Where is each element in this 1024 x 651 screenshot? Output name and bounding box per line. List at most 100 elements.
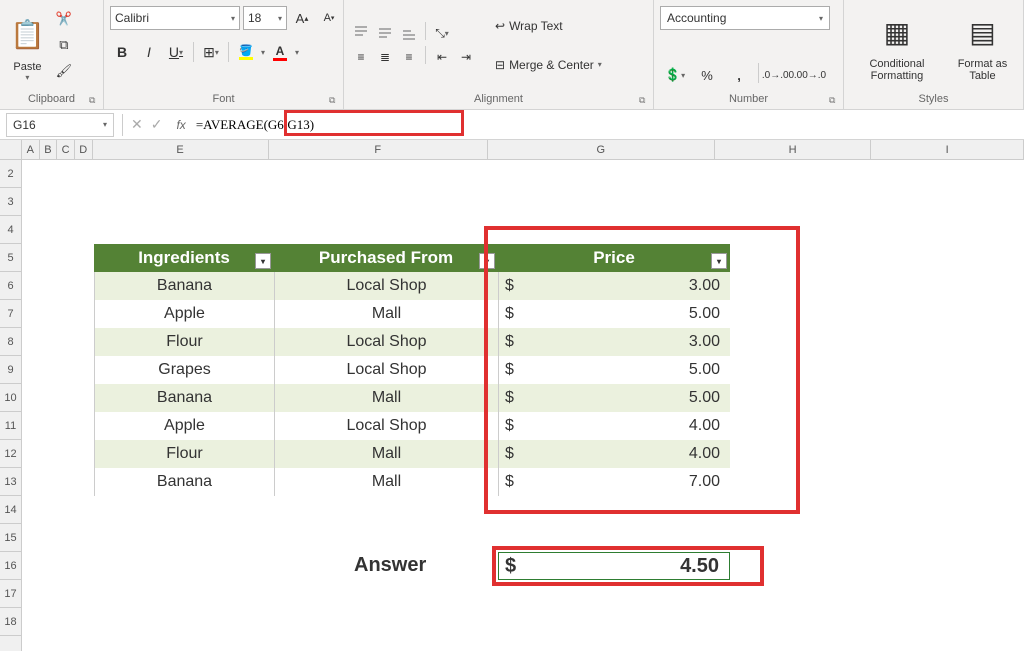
orientation-button[interactable]: ⤡▾ <box>431 22 453 44</box>
conditional-formatting-button[interactable]: ▦ Conditional Formatting <box>850 6 944 84</box>
decrease-indent-button[interactable]: ⇤ <box>431 46 453 68</box>
merge-center-button[interactable]: ⊟ Merge & Center ▾ <box>489 53 608 77</box>
column-header[interactable]: B <box>40 140 58 159</box>
table-row[interactable]: AppleMall$5.00 <box>94 300 730 328</box>
filter-button[interactable]: ▾ <box>479 253 495 269</box>
align-top-button[interactable] <box>350 22 372 44</box>
row-header[interactable]: 5 <box>0 244 21 272</box>
paste-button[interactable]: 📋 Paste ▾ <box>6 6 49 84</box>
enter-formula-button[interactable]: ✓ <box>151 116 163 133</box>
format-painter-button[interactable]: 🖌 <box>53 60 75 82</box>
font-name-select[interactable]: Calibri ▾ <box>110 6 240 30</box>
column-header[interactable]: A <box>22 140 40 159</box>
table-cell[interactable]: Mall <box>274 384 498 412</box>
column-header[interactable]: E <box>93 140 269 159</box>
row-header[interactable]: 13 <box>0 468 21 496</box>
table-row[interactable]: BananaMall$7.00 <box>94 468 730 496</box>
select-all-button[interactable] <box>0 140 22 160</box>
table-cell[interactable]: Banana <box>94 468 274 496</box>
cells-area[interactable]: Ingredients▾Purchased From▾Price▾BananaL… <box>22 160 1024 651</box>
font-size-select[interactable]: 18 ▾ <box>243 6 287 30</box>
clipboard-dialog-launcher[interactable]: ⧉ <box>89 95 101 107</box>
table-row[interactable]: BananaLocal Shop$3.00 <box>94 272 730 300</box>
table-cell[interactable]: $5.00 <box>498 356 730 384</box>
chevron-down-icon[interactable]: ▾ <box>295 48 299 57</box>
row-header[interactable]: 8 <box>0 328 21 356</box>
fx-icon[interactable]: fx <box>170 118 191 132</box>
column-header[interactable]: I <box>871 140 1024 159</box>
table-cell[interactable]: $5.00 <box>498 384 730 412</box>
copy-button[interactable]: ⧉ <box>53 34 75 56</box>
table-cell[interactable]: $4.00 <box>498 412 730 440</box>
table-row[interactable]: AppleLocal Shop$4.00 <box>94 412 730 440</box>
table-cell[interactable]: Flour <box>94 440 274 468</box>
row-header[interactable]: 9 <box>0 356 21 384</box>
row-header[interactable]: 16 <box>0 552 21 580</box>
italic-button[interactable]: I <box>137 40 161 64</box>
font-color-button[interactable]: A <box>268 40 292 64</box>
increase-font-button[interactable]: A▴ <box>290 6 314 30</box>
align-left-button[interactable]: ≡ <box>350 46 372 68</box>
row-header[interactable]: 15 <box>0 524 21 552</box>
table-cell[interactable]: Mall <box>274 468 498 496</box>
cancel-formula-button[interactable]: ✕ <box>131 116 143 133</box>
row-header[interactable]: 14 <box>0 496 21 524</box>
font-dialog-launcher[interactable]: ⧉ <box>329 95 341 107</box>
answer-cell[interactable]: $4.50 <box>498 552 730 580</box>
table-cell[interactable]: Local Shop <box>274 328 498 356</box>
increase-decimal-button[interactable]: .0→.00 <box>763 63 793 87</box>
row-header[interactable]: 10 <box>0 384 21 412</box>
table-row[interactable]: BananaMall$5.00 <box>94 384 730 412</box>
column-header[interactable]: D <box>75 140 93 159</box>
name-box[interactable]: G16 ▾ <box>6 113 114 137</box>
row-header[interactable]: 18 <box>0 608 21 636</box>
align-right-button[interactable]: ≡ <box>398 46 420 68</box>
align-middle-button[interactable] <box>374 22 396 44</box>
align-bottom-button[interactable] <box>398 22 420 44</box>
filter-button[interactable]: ▾ <box>711 253 727 269</box>
table-cell[interactable]: Apple <box>94 412 274 440</box>
decrease-decimal-button[interactable]: .00→.0 <box>795 63 825 87</box>
row-header[interactable]: 6 <box>0 272 21 300</box>
table-cell[interactable]: Local Shop <box>274 356 498 384</box>
row-header[interactable]: 7 <box>0 300 21 328</box>
column-header[interactable]: G <box>488 140 715 159</box>
percent-button[interactable]: % <box>692 63 722 87</box>
table-cell[interactable]: Local Shop <box>274 412 498 440</box>
column-header[interactable]: F <box>269 140 488 159</box>
table-row[interactable]: FlourLocal Shop$3.00 <box>94 328 730 356</box>
number-dialog-launcher[interactable]: ⧉ <box>829 95 841 107</box>
borders-button[interactable]: ⊞▾ <box>199 40 223 64</box>
table-cell[interactable]: Mall <box>274 300 498 328</box>
accounting-format-button[interactable]: 💲▾ <box>660 63 690 87</box>
table-cell[interactable]: $3.00 <box>498 328 730 356</box>
table-cell[interactable]: $4.00 <box>498 440 730 468</box>
table-cell[interactable]: $5.00 <box>498 300 730 328</box>
table-row[interactable]: GrapesLocal Shop$5.00 <box>94 356 730 384</box>
table-cell[interactable]: Grapes <box>94 356 274 384</box>
table-cell[interactable]: Banana <box>94 272 274 300</box>
row-header[interactable]: 3 <box>0 188 21 216</box>
format-as-table-button[interactable]: ▤ Format as Table <box>948 6 1017 84</box>
filter-button[interactable]: ▾ <box>255 253 271 269</box>
chevron-down-icon[interactable]: ▾ <box>261 48 265 57</box>
row-header[interactable]: 17 <box>0 580 21 608</box>
comma-button[interactable]: , <box>724 63 754 87</box>
table-row[interactable]: FlourMall$4.00 <box>94 440 730 468</box>
row-header[interactable]: 2 <box>0 160 21 188</box>
row-header[interactable]: 12 <box>0 440 21 468</box>
number-format-select[interactable]: Accounting ▾ <box>660 6 830 30</box>
row-header[interactable]: 11 <box>0 412 21 440</box>
column-header[interactable]: H <box>715 140 872 159</box>
column-header[interactable]: C <box>57 140 75 159</box>
table-cell[interactable]: Apple <box>94 300 274 328</box>
wrap-text-button[interactable]: ↩ Wrap Text <box>489 14 608 38</box>
formula-input[interactable] <box>192 113 1024 137</box>
table-cell[interactable]: Mall <box>274 440 498 468</box>
align-center-button[interactable]: ≣ <box>374 46 396 68</box>
table-cell[interactable]: Local Shop <box>274 272 498 300</box>
table-cell[interactable]: Banana <box>94 384 274 412</box>
increase-indent-button[interactable]: ⇥ <box>455 46 477 68</box>
table-cell[interactable]: Flour <box>94 328 274 356</box>
row-header[interactable]: 4 <box>0 216 21 244</box>
